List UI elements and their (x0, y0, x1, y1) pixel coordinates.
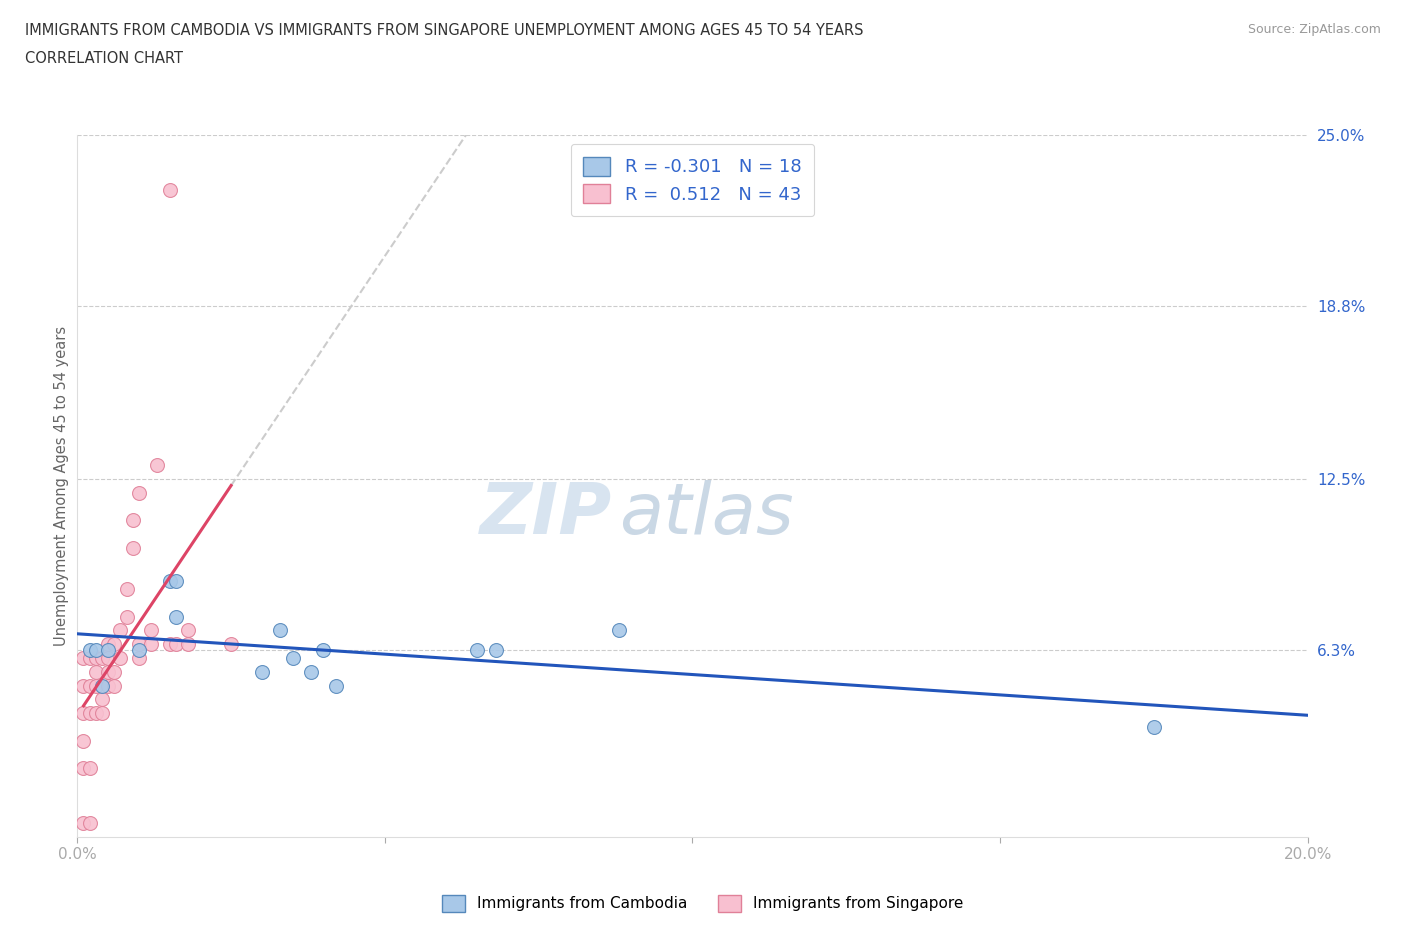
Point (146, 458, 169, 472)
Point (72, 733, 94, 748)
Point (1143, 720, 1166, 735)
Point (141, 623, 163, 638)
Point (165, 574, 187, 589)
Text: IMMIGRANTS FROM CAMBODIA VS IMMIGRANTS FROM SINGAPORE UNEMPLOYMENT AMONG AGES 45: IMMIGRANTS FROM CAMBODIA VS IMMIGRANTS F… (25, 23, 863, 38)
Point (97, 664, 120, 679)
Point (79, 643, 101, 658)
Point (90, 678, 114, 693)
Point (115, 582, 138, 597)
Point (79, 651, 101, 666)
Point (219, 637, 242, 652)
Point (165, 609, 187, 624)
Point (299, 664, 322, 679)
Point (72, 678, 94, 693)
Text: Source: ZipAtlas.com: Source: ZipAtlas.com (1247, 23, 1381, 36)
Point (165, 637, 187, 652)
Point (128, 651, 150, 666)
Point (79, 816, 101, 830)
Text: CORRELATION CHART: CORRELATION CHART (25, 51, 183, 66)
Point (84, 651, 107, 666)
Point (103, 678, 125, 693)
Point (90, 706, 114, 721)
Point (110, 623, 132, 638)
Point (97, 637, 120, 652)
Point (177, 623, 200, 638)
Point (115, 609, 138, 624)
Point (103, 637, 125, 652)
Point (312, 643, 335, 658)
Point (159, 182, 181, 197)
Point (79, 706, 101, 721)
Point (79, 761, 101, 776)
Point (84, 706, 107, 721)
Point (84, 664, 107, 679)
Point (72, 706, 94, 721)
Point (79, 678, 101, 693)
Text: atlas: atlas (619, 480, 793, 549)
Point (90, 651, 114, 666)
Point (110, 651, 132, 666)
Point (72, 651, 94, 666)
Point (607, 623, 630, 638)
Point (90, 692, 114, 707)
Point (84, 643, 107, 658)
Point (97, 643, 120, 658)
Point (465, 643, 488, 658)
Point (485, 643, 508, 658)
Point (128, 485, 150, 500)
Point (97, 678, 120, 693)
Point (121, 513, 143, 528)
Point (128, 643, 150, 658)
Point (281, 651, 304, 666)
Point (177, 637, 200, 652)
Point (325, 678, 347, 693)
Point (250, 664, 273, 679)
Point (97, 651, 120, 666)
Point (72, 816, 94, 830)
Point (103, 664, 125, 679)
Point (72, 761, 94, 776)
Point (269, 623, 291, 638)
Point (141, 637, 163, 652)
Y-axis label: Unemployment Among Ages 45 to 54 years: Unemployment Among Ages 45 to 54 years (53, 326, 69, 646)
Point (159, 574, 181, 589)
Point (121, 540, 143, 555)
Legend: Immigrants from Cambodia, Immigrants from Singapore: Immigrants from Cambodia, Immigrants fro… (436, 889, 970, 918)
Point (128, 637, 150, 652)
Legend: R = -0.301   N = 18, R =  0.512   N = 43: R = -0.301 N = 18, R = 0.512 N = 43 (571, 144, 814, 216)
Point (159, 637, 181, 652)
Point (84, 678, 107, 693)
Text: ZIP: ZIP (481, 480, 613, 549)
